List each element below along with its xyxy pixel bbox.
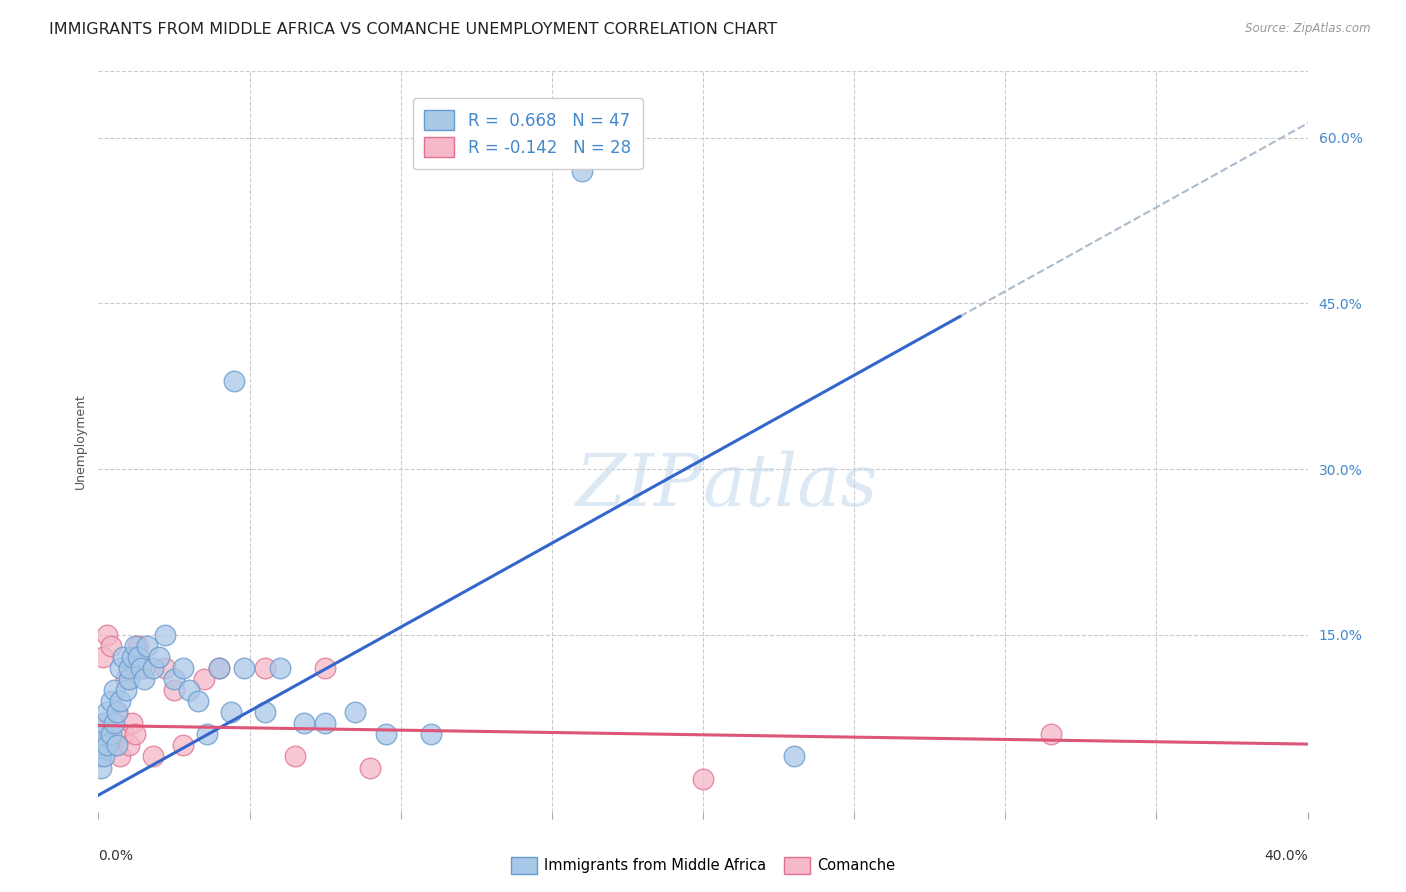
Point (118, 739, 141, 753)
Text: ZIP: ZIP (575, 450, 703, 521)
Point (121, 716, 143, 731)
Point (105, 706, 128, 720)
Point (105, 739, 128, 753)
Point (783, 749, 806, 764)
Point (193, 672, 215, 686)
Point (172, 739, 194, 753)
Point (1039, 727, 1062, 741)
Text: 40.0%: 40.0% (1264, 849, 1308, 863)
Point (103, 739, 125, 753)
Point (108, 694, 131, 708)
Point (127, 650, 149, 665)
Point (163, 683, 186, 698)
Point (224, 374, 246, 388)
Point (93, 716, 115, 731)
Point (142, 749, 165, 764)
Point (108, 661, 131, 675)
Point (132, 672, 155, 686)
Point (105, 706, 128, 720)
Point (93, 749, 115, 764)
Point (420, 727, 443, 741)
Point (208, 661, 231, 675)
Point (148, 650, 170, 665)
Point (103, 683, 125, 698)
Point (153, 661, 176, 675)
Point (108, 749, 131, 764)
Point (96, 628, 118, 642)
Point (91, 650, 114, 665)
Point (96, 739, 118, 753)
Point (90, 739, 112, 753)
Point (132, 661, 155, 675)
Point (284, 749, 307, 764)
Point (344, 706, 367, 720)
Point (90, 760, 112, 774)
Point (221, 706, 243, 720)
Point (692, 772, 714, 786)
Point (103, 716, 125, 731)
Point (124, 727, 146, 741)
Point (93, 716, 115, 731)
Point (129, 661, 152, 675)
Point (153, 628, 176, 642)
Point (253, 706, 276, 720)
Point (208, 661, 231, 675)
Point (127, 639, 149, 653)
Text: IMMIGRANTS FROM MIDDLE AFRICA VS COMANCHE UNEMPLOYMENT CORRELATION CHART: IMMIGRANTS FROM MIDDLE AFRICA VS COMANCH… (49, 22, 778, 37)
Point (314, 661, 336, 675)
Point (100, 727, 122, 741)
Text: Source: ZipAtlas.com: Source: ZipAtlas.com (1246, 22, 1371, 36)
Point (314, 716, 336, 731)
Legend: R =  0.668   N = 47, R = -0.142   N = 28: R = 0.668 N = 47, R = -0.142 N = 28 (413, 98, 643, 169)
Point (142, 661, 165, 675)
Point (91, 727, 114, 741)
Point (195, 727, 218, 741)
Y-axis label: Unemployment: Unemployment (75, 393, 87, 490)
Point (100, 694, 122, 708)
Point (114, 683, 136, 698)
Point (232, 661, 254, 675)
Point (172, 661, 194, 675)
Point (100, 639, 122, 653)
Text: 0.0%: 0.0% (98, 849, 134, 863)
Point (96, 706, 118, 720)
Point (374, 727, 396, 741)
Point (360, 760, 382, 774)
Point (89, 749, 111, 764)
Point (163, 672, 186, 686)
Point (269, 661, 291, 675)
Point (253, 661, 276, 675)
Point (90, 749, 112, 764)
Point (121, 650, 143, 665)
Point (111, 650, 134, 665)
Point (89, 727, 111, 741)
Point (111, 727, 134, 741)
Point (571, 163, 593, 178)
Legend: Immigrants from Middle Africa, Comanche: Immigrants from Middle Africa, Comanche (505, 851, 901, 880)
Point (187, 694, 209, 708)
Point (179, 683, 201, 698)
Text: atlas: atlas (703, 450, 879, 521)
Point (292, 716, 315, 731)
Point (135, 639, 157, 653)
Point (118, 661, 141, 675)
Point (124, 639, 146, 653)
Point (114, 672, 136, 686)
Point (118, 672, 141, 686)
